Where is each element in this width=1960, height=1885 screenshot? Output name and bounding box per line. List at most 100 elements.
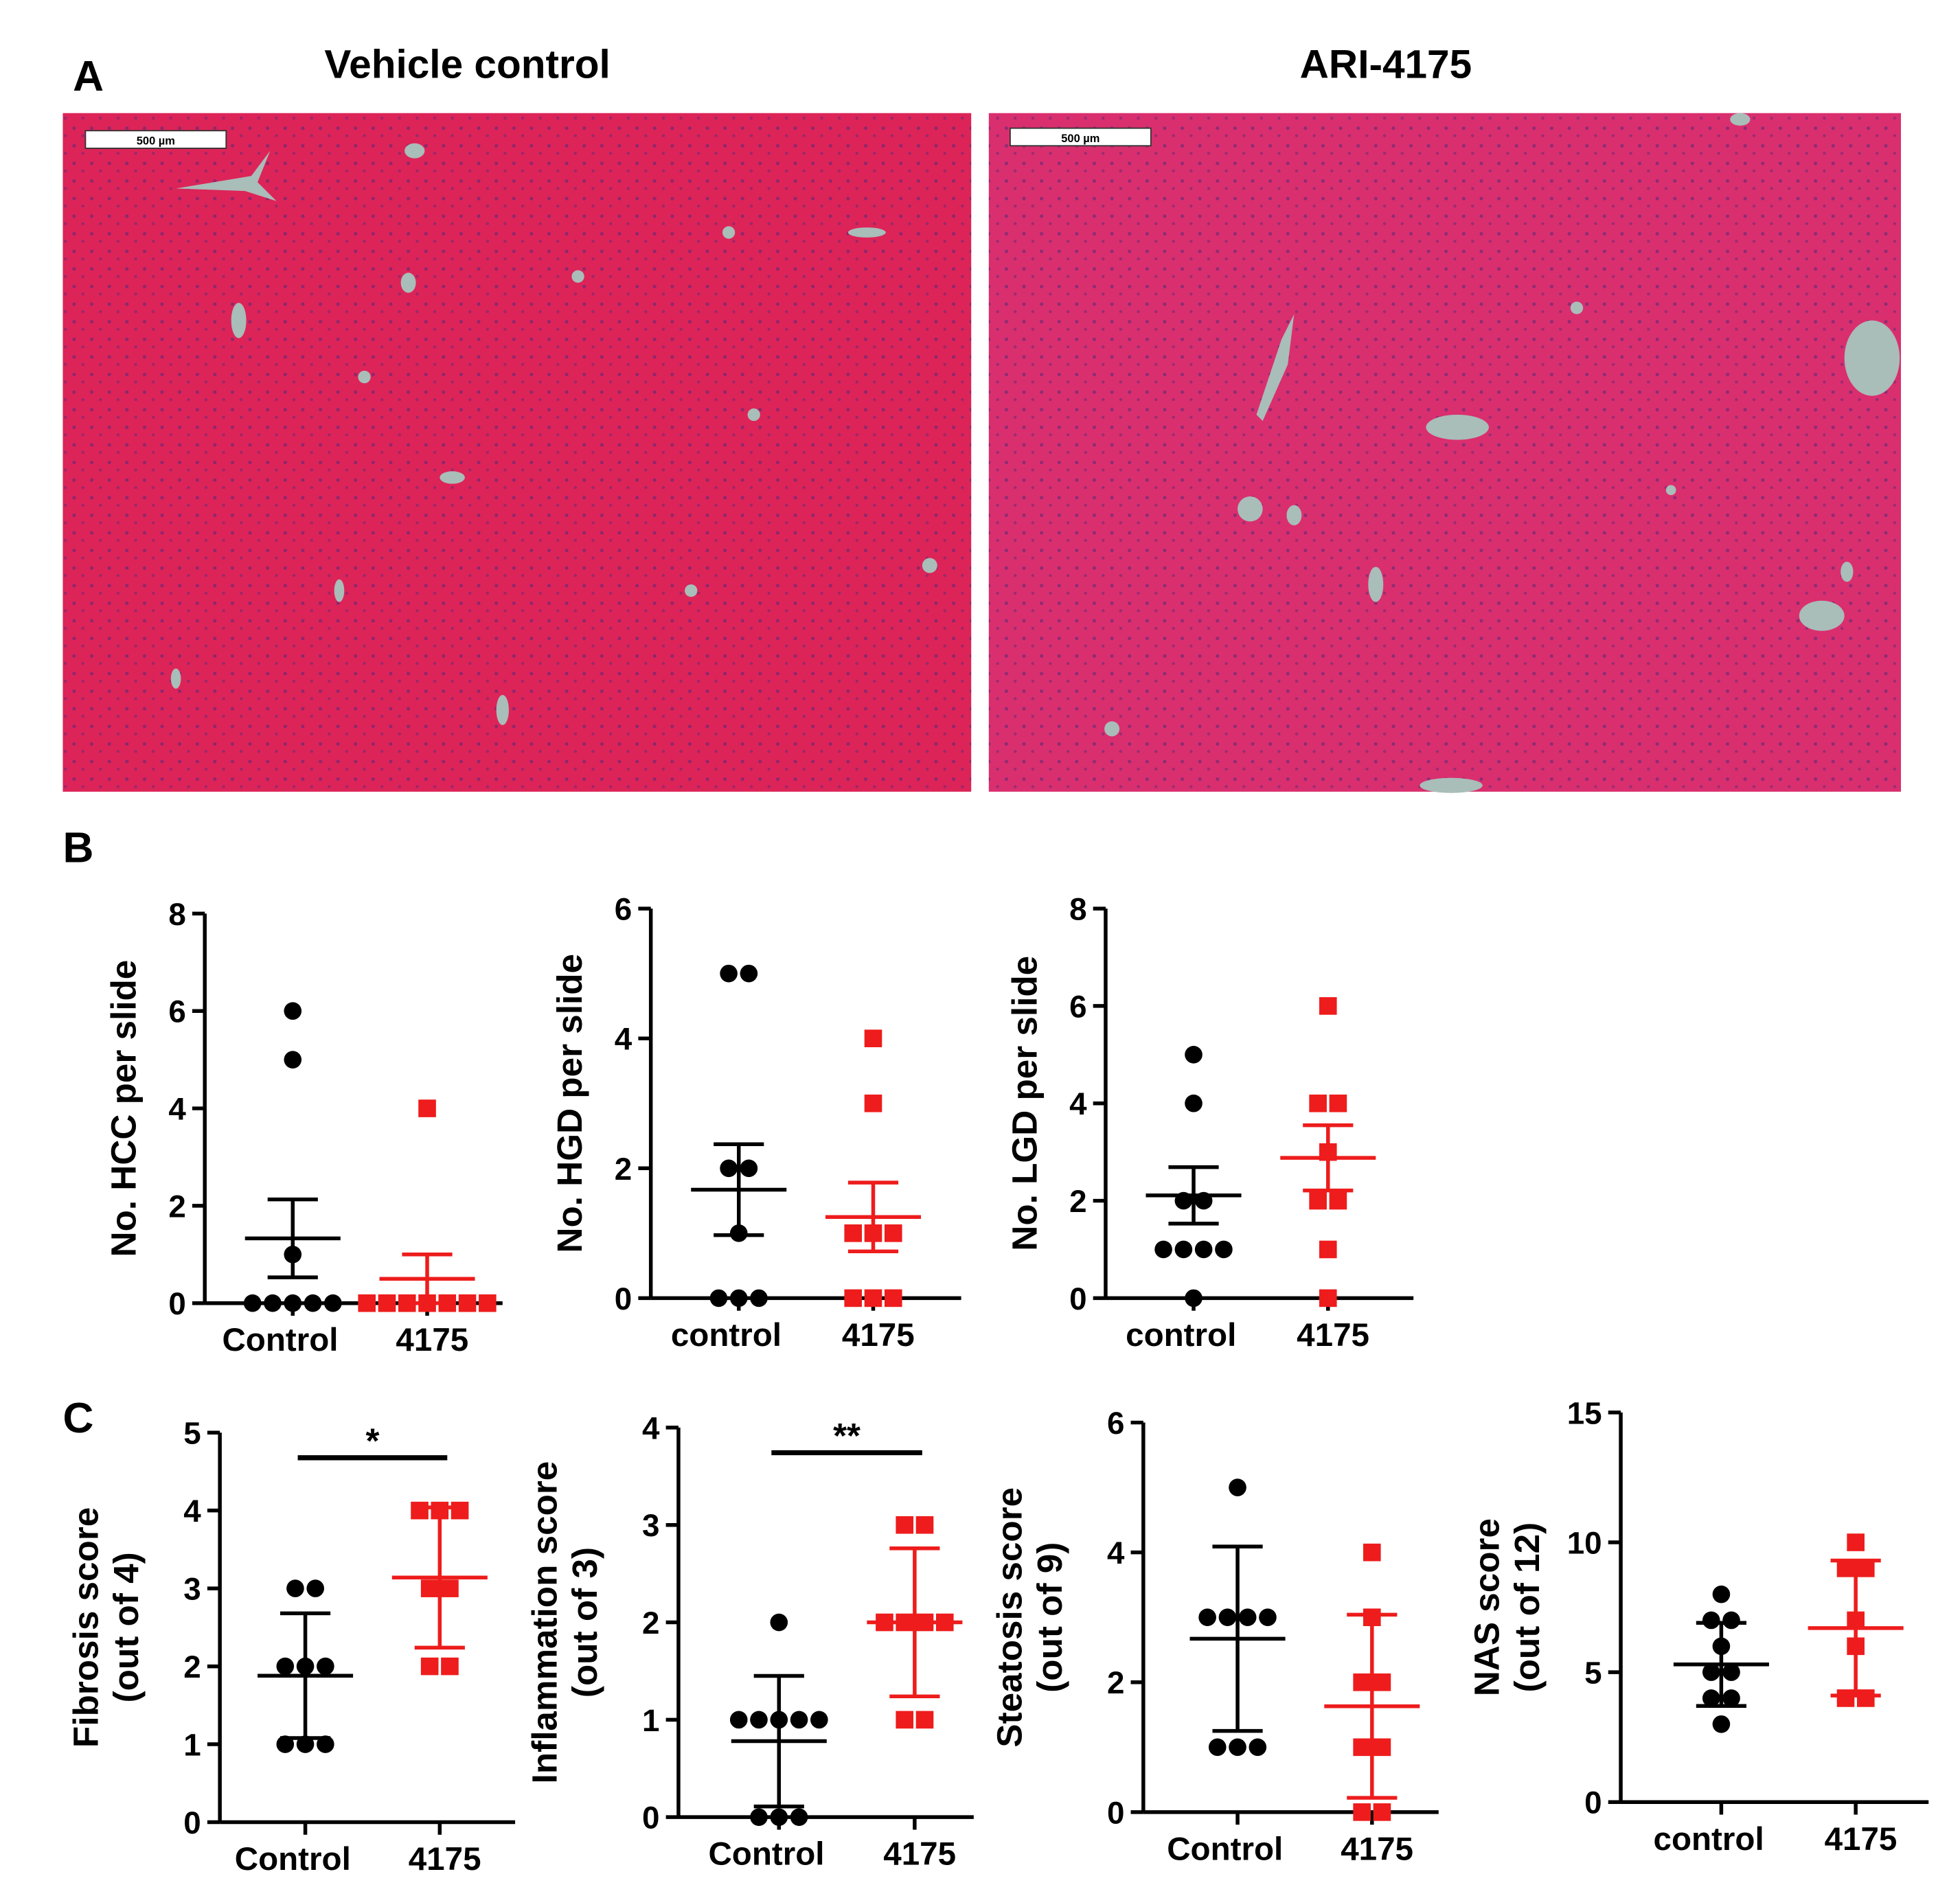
data-point: [750, 1808, 768, 1826]
data-point: [1329, 1094, 1347, 1112]
data-point: [1353, 1673, 1371, 1691]
y-tick-label: 0: [1584, 1785, 1602, 1820]
data-point: [420, 1579, 439, 1597]
y-tick-label: 6: [168, 994, 185, 1029]
data-point: [915, 1516, 934, 1534]
data-point: [1722, 1663, 1740, 1681]
y-axis-label: (out of 9): [1030, 1542, 1069, 1693]
data-point: [740, 1159, 758, 1178]
data-point: [1353, 1803, 1371, 1821]
data-point: [1722, 1689, 1740, 1707]
scale-bar-label: 500 µm: [1061, 133, 1099, 145]
data-point: [1185, 1289, 1203, 1307]
histology-image: 500 µm: [988, 113, 1902, 793]
y-tick-label: 2: [1107, 1665, 1124, 1700]
data-point: [451, 1501, 469, 1520]
data-point: [1373, 1673, 1391, 1691]
data-point: [1208, 1738, 1227, 1757]
y-tick-label: 5: [1584, 1656, 1602, 1691]
y-tick-label: 0: [1107, 1795, 1124, 1830]
data-point: [729, 1289, 748, 1307]
y-axis-label: Steatosis score: [990, 1487, 1029, 1748]
y-tick-label: 0: [615, 1281, 632, 1316]
y-tick-label: 0: [1069, 1281, 1086, 1316]
data-point: [1847, 1533, 1865, 1551]
data-point: [915, 1711, 934, 1729]
y-tick-label: 2: [183, 1649, 201, 1684]
data-point: [864, 1094, 882, 1112]
y-tick-label: 0: [183, 1805, 201, 1840]
data-point: [1856, 1689, 1875, 1707]
data-point: [284, 1051, 302, 1069]
y-tick-label: 2: [642, 1606, 659, 1641]
data-point: [243, 1294, 262, 1312]
data-point: [441, 1657, 459, 1676]
data-point: [1319, 997, 1337, 1015]
data-point: [1702, 1689, 1720, 1707]
y-tick-label: 4: [642, 1410, 660, 1446]
y-axis-label: NAS score: [1468, 1518, 1507, 1696]
data-point: [411, 1501, 429, 1520]
panel-label: A: [73, 53, 104, 100]
scale-bar-label: 500 µm: [137, 135, 175, 147]
data-point: [324, 1294, 342, 1312]
significance-label: **: [833, 1416, 861, 1455]
data-point: [864, 1029, 882, 1047]
data-point: [790, 1808, 808, 1826]
x-tick-label: 4175: [883, 1836, 956, 1873]
data-point: [896, 1711, 914, 1729]
data-point: [1198, 1608, 1216, 1627]
x-tick-label: control: [671, 1317, 782, 1353]
data-point: [1185, 1046, 1203, 1064]
y-axis-label: Fibrosis score: [67, 1507, 106, 1748]
x-tick-label: Control: [235, 1841, 351, 1877]
data-point: [884, 1289, 902, 1307]
y-tick-label: 2: [1069, 1184, 1086, 1219]
y-tick-label: 8: [1069, 892, 1086, 927]
y-tick-label: 4: [183, 1494, 201, 1529]
y-tick-label: 5: [183, 1416, 201, 1451]
data-point: [1218, 1608, 1237, 1627]
data-point: [1353, 1738, 1371, 1757]
data-point: [420, 1657, 439, 1676]
data-point: [441, 1579, 459, 1597]
data-point: [1215, 1240, 1233, 1259]
y-tick-label: 2: [615, 1152, 632, 1187]
y-tick-label: 15: [1567, 1395, 1602, 1430]
data-point: [720, 1159, 738, 1178]
x-tick-label: control: [1654, 1821, 1764, 1858]
data-point: [810, 1711, 828, 1729]
data-point: [790, 1711, 808, 1729]
data-point: [884, 1224, 902, 1242]
data-point: [709, 1289, 728, 1307]
data-point: [1238, 1608, 1257, 1627]
y-axis-label: (out of 3): [565, 1547, 604, 1698]
y-tick-label: 3: [642, 1508, 659, 1543]
data-point: [1836, 1560, 1855, 1577]
data-point: [1249, 1738, 1267, 1757]
x-tick-label: 4175: [409, 1841, 481, 1877]
y-tick-label: 0: [168, 1286, 185, 1321]
y-axis-label: No. HGD per slide: [550, 954, 589, 1253]
x-tick-label: 4175: [1825, 1821, 1898, 1858]
data-point: [479, 1294, 497, 1312]
data-point: [1174, 1240, 1193, 1259]
data-point: [1319, 1289, 1337, 1307]
data-point: [729, 1711, 748, 1729]
histology-image: 500 µm: [62, 113, 972, 792]
x-tick-label: 4175: [396, 1322, 468, 1358]
data-point: [317, 1657, 334, 1676]
x-tick-label: Control: [1167, 1831, 1283, 1867]
y-axis-label: Inflammation score: [525, 1461, 564, 1784]
x-tick-label: Control: [708, 1836, 824, 1873]
data-point: [306, 1579, 325, 1597]
data-point: [264, 1294, 282, 1312]
data-point: [750, 1289, 768, 1307]
x-tick-label: 4175: [1341, 1831, 1413, 1867]
data-point: [458, 1294, 477, 1312]
data-point: [1363, 1543, 1381, 1562]
y-axis-label: No. HCC per slide: [104, 960, 144, 1257]
data-point: [720, 964, 738, 983]
data-point: [1373, 1803, 1391, 1821]
